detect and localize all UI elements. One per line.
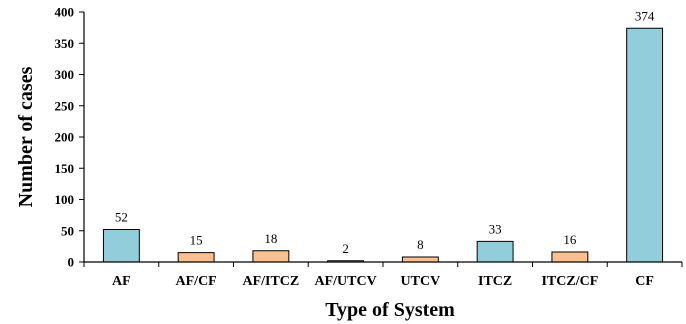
y-tick-label: 300 [55, 67, 75, 82]
y-axis-ticks: 0 50 100 150 200 250 300 350 400 [55, 5, 84, 270]
data-label: 374 [635, 8, 655, 23]
bar-af [102, 229, 140, 263]
x-axis-ticks: AF AF/CF AF/ITCZ AF/UTCV UTCV ITCZ ITCZ/CF CF [83, 262, 683, 289]
x-tick-label: AF [112, 274, 131, 289]
bar-af-cf [177, 252, 215, 263]
x-tick-label: ITCZ/CF [541, 274, 598, 289]
y-tick-label: 250 [55, 98, 75, 113]
y-tick-label: 100 [55, 192, 75, 207]
data-label: 8 [417, 237, 424, 252]
y-tick-label: 0 [68, 255, 75, 270]
y-tick-label: 150 [55, 161, 75, 176]
y-axis-title: Number of cases [15, 66, 37, 207]
x-tick-label: CF [635, 274, 654, 289]
x-tick-label: AF/UTCV [315, 274, 377, 289]
x-tick-label: ITCZ [478, 274, 512, 289]
y-tick-label: 350 [55, 36, 75, 51]
bar-cf [626, 27, 664, 263]
y-tick-label: 400 [55, 5, 75, 20]
x-tick-label: AF/CF [176, 274, 217, 289]
y-tick-label: 50 [61, 223, 74, 238]
bar-af-itcz [252, 250, 290, 263]
x-axis-title: Type of System [325, 299, 455, 321]
data-label: 15 [190, 233, 203, 248]
bars [102, 27, 664, 263]
bar-itcz [476, 240, 514, 263]
x-tick-label: UTCV [401, 274, 441, 289]
bar-utcv [401, 256, 439, 263]
data-label: 18 [264, 231, 277, 246]
data-label: 52 [115, 210, 128, 225]
data-label: 2 [342, 241, 349, 256]
y-tick-label: 200 [55, 130, 75, 145]
x-tick-label: AF/ITCZ [242, 274, 299, 289]
data-label: 16 [563, 232, 577, 247]
data-label: 33 [489, 221, 502, 236]
data-labels: 52 15 18 2 8 33 16 374 [115, 8, 655, 256]
bar-itcz-cf [551, 251, 589, 263]
